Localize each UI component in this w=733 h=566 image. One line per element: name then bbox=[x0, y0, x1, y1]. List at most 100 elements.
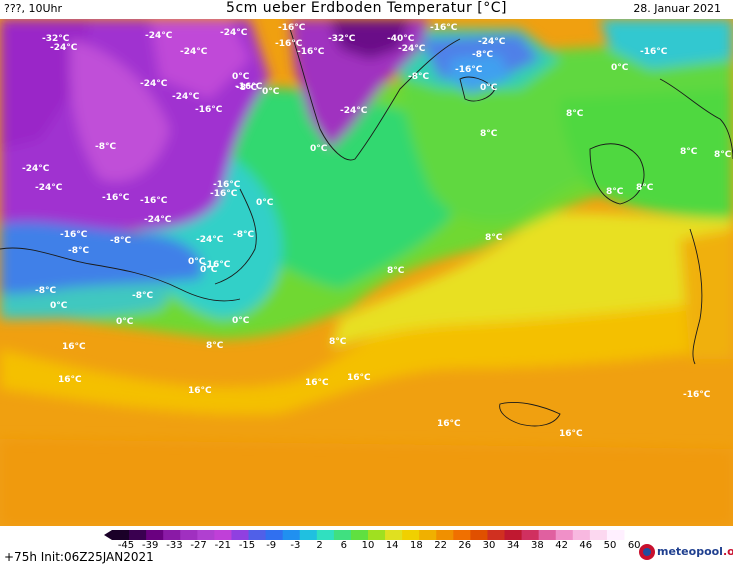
isotherm-label: 0°C bbox=[188, 257, 206, 267]
scale-tick-label: -39 bbox=[142, 540, 159, 551]
map-canvas: -32°C-24°C-24°C -24°C-24°C-16°C-16°C -32°C… bbox=[0, 19, 733, 526]
scale-tick-label: 6 bbox=[340, 540, 347, 551]
isotherm-label: -8°C bbox=[408, 72, 429, 82]
logo-icon bbox=[639, 544, 655, 560]
isotherm-label: -8°C bbox=[35, 286, 56, 296]
scale-tick-label: 30 bbox=[482, 540, 496, 551]
isotherm-label: 16°C bbox=[62, 342, 86, 352]
scale-tick-label: 26 bbox=[458, 540, 472, 551]
scale-tick-label: -33 bbox=[166, 540, 183, 551]
scale-tick-label: -45 bbox=[117, 540, 135, 551]
isotherm-label: -16°C bbox=[683, 390, 711, 400]
scale-tick-label: 18 bbox=[410, 540, 423, 551]
iceland-coast bbox=[459, 76, 496, 102]
north-america-coast bbox=[0, 247, 241, 302]
scale-cell bbox=[350, 530, 369, 540]
isotherm-label: -24°C bbox=[140, 79, 168, 89]
south-band bbox=[0, 439, 733, 526]
scale-cell bbox=[248, 530, 267, 540]
scale-cell bbox=[385, 530, 403, 540]
isotherm-label: -24°C bbox=[398, 44, 426, 54]
isotherm-label: -16°C bbox=[203, 260, 231, 270]
africa-orange bbox=[680, 229, 733, 359]
isotherm-label: 16°C bbox=[188, 386, 212, 396]
europe-green bbox=[560, 89, 733, 219]
labrador-coast bbox=[214, 188, 257, 285]
isotherm-label: 0°C bbox=[232, 72, 250, 82]
isotherm-label: 0°C bbox=[116, 317, 134, 327]
greenland-purple bbox=[290, 19, 430, 149]
isotherm-label: -16°C bbox=[297, 47, 325, 57]
greenland-coast bbox=[289, 28, 461, 161]
isotherm-label: 8°C bbox=[566, 109, 584, 119]
color-scale-ticks: -45 -39 -33 -27 -21 -15 -9 -3 2 6 10 14 18 22 26 30 34 38… bbox=[104, 540, 641, 552]
scale-cell bbox=[487, 530, 506, 540]
scandinavia-coast bbox=[659, 78, 733, 160]
isotherm-label: -32°C bbox=[328, 34, 356, 44]
scale-cell bbox=[180, 530, 198, 540]
isotherm-label: 0°C bbox=[611, 63, 629, 73]
scale-arrow-left bbox=[104, 530, 112, 540]
scale-tick-label: -21 bbox=[214, 540, 231, 551]
scale-tick-label: 60 bbox=[627, 540, 641, 551]
hudson-magenta bbox=[150, 19, 250, 99]
isotherm-label: -16°C bbox=[102, 193, 130, 203]
scale-tick-label: 14 bbox=[385, 540, 399, 551]
scale-cell bbox=[129, 530, 147, 540]
scandinavia-cyan bbox=[600, 19, 733, 69]
isotherm-label: -8°C bbox=[110, 236, 131, 246]
isotherm-label: -8°C bbox=[95, 142, 116, 152]
scale-cell bbox=[436, 530, 454, 540]
isotherm-label: -24°C bbox=[145, 31, 173, 41]
isotherm-label: 0°C bbox=[200, 265, 218, 275]
scale-cell bbox=[214, 530, 232, 540]
isotherm-label: -24°C bbox=[478, 37, 506, 47]
isotherm-label: 0°C bbox=[232, 316, 250, 326]
scale-tick-label: 2 bbox=[316, 540, 323, 551]
isotherm-label: -8°C bbox=[233, 230, 254, 240]
isotherm-label: -24°C bbox=[340, 106, 368, 116]
iceland-blue bbox=[450, 54, 510, 94]
scale-cell bbox=[419, 530, 437, 540]
isotherm-label: 16°C bbox=[437, 419, 461, 429]
iberia-coast bbox=[689, 228, 703, 365]
scale-cell bbox=[333, 530, 352, 540]
isotherm-label: 16°C bbox=[305, 378, 329, 388]
isotherm-label: -32°C bbox=[42, 34, 70, 44]
isotherm-label: -8°C bbox=[68, 246, 89, 256]
temperature-map: -32°C -24°C -24°C -24°C -24°C -16°C -16°C -32°C… bbox=[0, 19, 733, 526]
brand-name: meteopool.org bbox=[657, 545, 733, 558]
scale-cell bbox=[470, 530, 488, 540]
isotherm-label: -40°C bbox=[387, 34, 415, 44]
header-bar: ???, 10Uhr 5cm ueber Erdboden Temperatur… bbox=[0, 0, 733, 19]
scale-cell bbox=[368, 530, 386, 540]
scale-cell bbox=[231, 530, 250, 540]
scale-cell bbox=[146, 530, 164, 540]
isotherm-label: -16°C bbox=[140, 196, 168, 206]
scale-cell bbox=[555, 530, 574, 540]
map-title: 5cm ueber Erdboden Temperatur [°C] bbox=[226, 0, 507, 16]
cold-core-magenta bbox=[70, 39, 170, 182]
scale-cell bbox=[265, 530, 284, 540]
scale-cell bbox=[112, 530, 130, 540]
isotherm-label: 8°C bbox=[680, 147, 698, 157]
canada-west-purple bbox=[0, 19, 90, 149]
isotherm-label: -24°C bbox=[22, 164, 50, 174]
scale-cell bbox=[316, 530, 335, 540]
yellow-band bbox=[330, 212, 733, 349]
isotherm-label: 0°C bbox=[256, 198, 274, 208]
scale-cell bbox=[504, 530, 523, 540]
brand-main: meteopool bbox=[657, 545, 723, 558]
isotherm-label: -16°C bbox=[235, 82, 263, 92]
scale-cell bbox=[299, 530, 318, 540]
isotherm-label: 0°C bbox=[50, 301, 68, 311]
brand-logo: meteopool.org bbox=[639, 544, 733, 564]
island-coast bbox=[499, 402, 561, 427]
brand-tld: .org bbox=[722, 545, 733, 558]
isotherm-label: -24°C bbox=[35, 183, 63, 193]
subtropical-band bbox=[0, 269, 733, 415]
scale-cell bbox=[402, 530, 420, 540]
isotherm-label: -24°C bbox=[144, 215, 172, 225]
scale-cell bbox=[521, 530, 540, 540]
scale-cell bbox=[538, 530, 557, 540]
